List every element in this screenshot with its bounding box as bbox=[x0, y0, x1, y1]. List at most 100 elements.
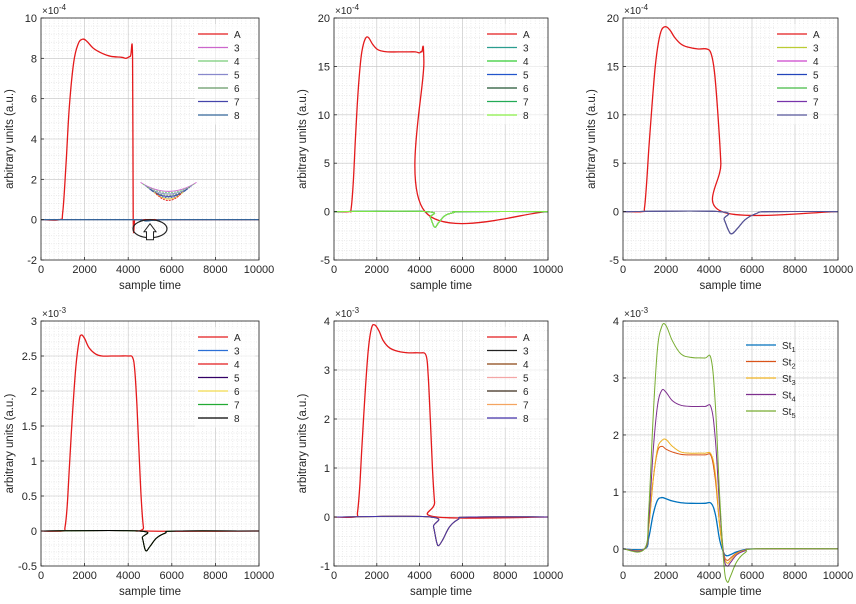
panel-4-y-tick-label: 2 bbox=[31, 386, 37, 398]
panel-3-legend-entry: 3 bbox=[813, 44, 819, 55]
panel-1-y-tick-label: 2 bbox=[31, 174, 37, 186]
panel-5-x-tick-label: 6000 bbox=[450, 570, 474, 582]
panel-3-x-tick-label: 2000 bbox=[654, 264, 678, 276]
panel-2: 0 2000 4000 6000 8000 10000-505101520×10-4sam… bbox=[297, 3, 563, 292]
panel-3-x-tick-label: 6000 bbox=[740, 264, 764, 276]
panel-4-y-tick-label: 1 bbox=[31, 456, 37, 468]
panel-6-x-tick-label: 2000 bbox=[654, 570, 678, 582]
panel-3-axes-box bbox=[622, 17, 839, 261]
panel-4-legend-entry: 4 bbox=[234, 360, 240, 371]
panel-3-legend-entry: 8 bbox=[813, 111, 819, 122]
panel-6-legend-entry: St4 bbox=[782, 391, 796, 404]
panel-4-x-axis-label: sample time bbox=[119, 586, 181, 598]
panel-5-axes-box bbox=[333, 320, 549, 567]
panel-4-x-tick-label: 6000 bbox=[160, 570, 184, 582]
panel-2-legend-entry: 6 bbox=[523, 84, 529, 95]
panel-2-x-tick-label: 4000 bbox=[407, 264, 431, 276]
panel-3-legend-entry: 6 bbox=[813, 84, 819, 95]
panel-5-series-8 bbox=[333, 515, 549, 547]
panel-2-y-tick-label: 20 bbox=[318, 13, 330, 25]
panel-4-y-tick-label: 3 bbox=[31, 316, 37, 328]
panel-6-y-tick-label: 0 bbox=[613, 544, 619, 556]
panel-2-y-axis-label: arbitrary units (a.u.) bbox=[297, 89, 309, 189]
panel-2-legend-entry: 8 bbox=[523, 111, 529, 122]
panel-1-legend-entry: 3 bbox=[234, 44, 240, 55]
panel-2-y-tick-label: 0 bbox=[324, 207, 330, 219]
panel-5-x-tick-label: 0 bbox=[331, 570, 337, 582]
panel-2-y-tick-label: 15 bbox=[318, 61, 330, 73]
panel-5-legend-entry: 5 bbox=[523, 374, 529, 385]
panel-5-y-tick-label: 2 bbox=[324, 414, 330, 426]
panel-4-x-tick-label: 0 bbox=[38, 570, 44, 582]
panel-1-legend-entry: A bbox=[234, 30, 241, 41]
panel-2-legend-entry: 7 bbox=[523, 98, 529, 109]
panel-2-axes-box bbox=[333, 17, 549, 261]
panel-5-y-tick-label: 1 bbox=[324, 463, 330, 475]
panel-2-x-tick-label: 10000 bbox=[533, 264, 564, 276]
panel-1-y-tick-label: 0 bbox=[31, 215, 37, 227]
panel-4-legend-entry: A bbox=[234, 333, 241, 344]
panel-1-legend-entry: 6 bbox=[234, 84, 240, 95]
panel-6-y-tick-label: 4 bbox=[613, 316, 619, 328]
panel-5-x-axis-label: sample time bbox=[410, 586, 472, 598]
panel-4-y-tick-label: 0.5 bbox=[22, 491, 37, 503]
panel-4: 0 2000 4000 6000 8000 10000-0.500.511.522.53×… bbox=[4, 306, 274, 598]
panel-2-legend-entry: 4 bbox=[523, 57, 529, 68]
panel-1-legend-entry: 7 bbox=[234, 98, 240, 109]
panel-1-y-tick-label: -2 bbox=[27, 255, 37, 267]
panel-4-x-tick-label: 8000 bbox=[203, 570, 227, 582]
panel-6-x-tick-label: 6000 bbox=[740, 570, 764, 582]
panel-6-y-tick-label: 3 bbox=[613, 373, 619, 385]
panel-6-series-st1 bbox=[622, 496, 839, 557]
panel-4-legend-entry: 6 bbox=[234, 387, 240, 398]
panel-3-y-tick-label: 15 bbox=[607, 61, 619, 73]
panel-6-exponent-label: ×10-3 bbox=[624, 306, 649, 320]
panel-4-legend-entry: 5 bbox=[234, 374, 240, 385]
panel-6-x-axis-label: sample time bbox=[700, 586, 762, 598]
panel-2-x-axis-label: sample time bbox=[410, 280, 472, 292]
panel-6-x-tick-label: 4000 bbox=[697, 570, 721, 582]
panel-6: 0 2000 4000 6000 8000 10000 0 1 2 3 4 ×10-3 sample t… bbox=[613, 306, 853, 598]
panel-4-legend-entry: 7 bbox=[234, 401, 240, 412]
panel-1-legend: A 3 4 5 6 7 8 bbox=[195, 24, 255, 125]
panel-3-legend-entry: A bbox=[813, 30, 820, 41]
panel-4-y-axis-label: arbitrary units (a.u.) bbox=[4, 393, 16, 493]
panel-3-series-a bbox=[622, 26, 839, 217]
panel-4-x-tick-label: 4000 bbox=[116, 570, 140, 582]
panel-3-y-tick-label: 0 bbox=[613, 207, 619, 219]
panel-5-x-tick-label: 10000 bbox=[533, 570, 564, 582]
panel-6-legend: St1 St2 St3 St4 St5 bbox=[746, 341, 796, 420]
panel-5-x-tick-label: 4000 bbox=[407, 570, 431, 582]
panel-2-x-tick-label: 2000 bbox=[365, 264, 389, 276]
panel-2-legend-entry: A bbox=[523, 30, 530, 41]
panel-6-series-st4 bbox=[622, 388, 839, 567]
panel-6-legend-entry: St1 bbox=[782, 341, 796, 354]
panel-3-legend-entry: 5 bbox=[813, 71, 819, 82]
panel-6-legend-entry: St3 bbox=[782, 374, 796, 387]
panel-6-axes-box bbox=[622, 320, 839, 567]
panel-1-x-tick-label: 0 bbox=[38, 264, 44, 276]
panel-1-grid bbox=[40, 17, 260, 261]
panel-1-y-tick-label: 6 bbox=[31, 94, 37, 106]
panel-1-zoom-inset-annotation bbox=[132, 181, 197, 241]
panel-4-y-tick-label: 0 bbox=[31, 526, 37, 538]
panel-4-legend-entry: 3 bbox=[234, 347, 240, 358]
panel-5-x-tick-label: 2000 bbox=[365, 570, 389, 582]
panel-3-x-tick-label: 8000 bbox=[783, 264, 807, 276]
panel-5-exponent-label: ×10-3 bbox=[335, 306, 360, 320]
panel-5-legend-entry: 4 bbox=[523, 360, 529, 371]
panel-3-legend-entry: 7 bbox=[813, 98, 819, 109]
panel-6-y-tick-label: 2 bbox=[613, 430, 619, 442]
panel-5-y-tick-label: 0 bbox=[324, 512, 330, 524]
panel-3-legend: A 3 4 5 6 7 8 bbox=[774, 24, 834, 125]
panel-4-x-tick-label: 10000 bbox=[244, 570, 275, 582]
panel-3-y-tick-label: 20 bbox=[607, 13, 619, 25]
panel-5-x-tick-label: 8000 bbox=[493, 570, 517, 582]
panel-3-y-tick-label: 10 bbox=[607, 110, 619, 122]
panel-2-x-tick-label: 8000 bbox=[493, 264, 517, 276]
panel-4-series-a bbox=[40, 334, 260, 532]
panel-5-y-axis-label: arbitrary units (a.u.) bbox=[297, 393, 309, 493]
panel-5-series-a bbox=[333, 323, 549, 519]
panel-6-x-tick-label: 8000 bbox=[783, 570, 807, 582]
